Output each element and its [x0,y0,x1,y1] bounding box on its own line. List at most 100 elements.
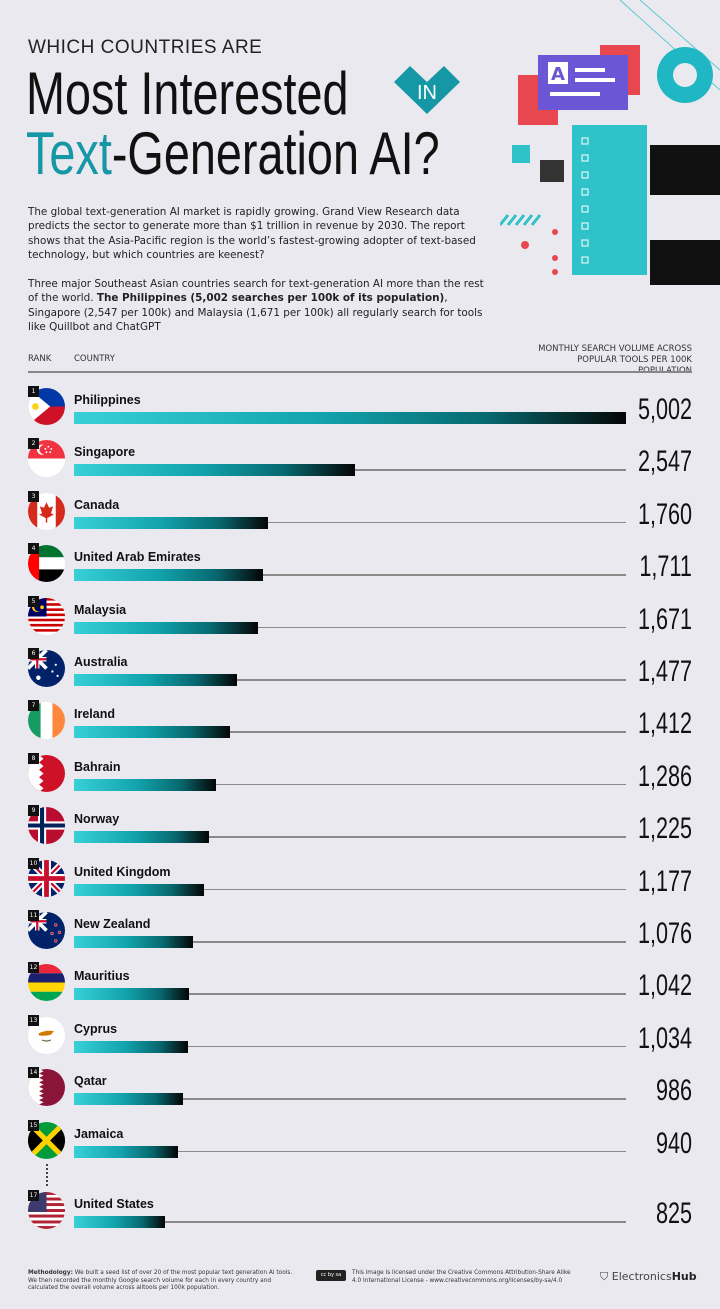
bar [74,778,216,791]
title-rest: -Generation AI? [111,120,440,187]
flag-mauritius-icon [28,964,65,1002]
rank-badge: 5 [28,595,39,607]
value-label: 825 [655,1197,692,1230]
chart-row: 8 Bahrain 1,286 [0,750,720,802]
chart-row: 13 Cyprus 1,034 [0,1012,720,1064]
chart-row: 2 Singapore 2,547 [0,435,720,487]
flag-new-zealand-icon [28,912,65,949]
title-line-2: Text-Generation AI? [26,124,440,184]
value-label: 1,076 [637,917,692,950]
value-label: 1,225 [637,812,692,846]
bar [74,1145,178,1158]
bar [74,674,237,686]
electronicshub-logo: ⛉ ElectronicsHub [600,1270,697,1283]
bar [74,883,204,896]
bar [74,621,258,634]
value-label: 1,711 [639,550,692,584]
rank-badge: 13 [28,1014,39,1026]
logo-text-b: Hub [671,1270,697,1283]
column-header-rank: RANK [28,354,52,364]
bar-track [74,836,626,838]
footer: Methodology: We built a seed list of ove… [0,1262,720,1309]
rank-badge: 7 [28,700,39,712]
country-name: Qatar [74,1074,107,1089]
value-label: 2,547 [637,445,692,479]
chart-row: 12 Mauritius 1,042 [0,959,720,1011]
value-label: 986 [655,1074,692,1108]
badge-text: IN [417,82,437,104]
rank-badge: 10 [28,857,39,869]
rank-badge: 4 [28,543,39,555]
rank-badge: 9 [28,805,39,817]
value-label: 1,034 [637,1021,692,1055]
logo-text-a: Electronics [611,1270,672,1283]
in-heart-badge: IN [394,64,460,116]
intro-p2-bold: The Philippines (5,002 searches per 100k… [96,292,445,305]
intro-paragraph-2: Three major Southeast Asian countries se… [28,277,488,334]
rank-badge: 8 [28,752,39,764]
chart-row: 14 Qatar 986 [0,1064,720,1116]
value-label: 1,760 [637,497,692,531]
country-name: Australia [74,655,128,669]
value-label: 5,002 [637,393,692,426]
bar-track [74,888,626,891]
rank-badge: 15 [28,1119,39,1131]
country-name: United Kingdom [74,864,171,879]
methodology-body: We built a seed list of over 20 of the m… [28,1270,293,1291]
title-teal: Text [26,120,112,187]
value-label: 1,286 [637,759,692,793]
bar [74,516,268,529]
country-name: Singapore [74,445,136,460]
country-name: Cyprus [74,1021,118,1036]
license-text: This image is licensed under the Creativ… [352,1270,571,1284]
value-label: 1,477 [637,655,692,688]
bar [74,569,263,582]
chart-row: 7 Ireland 1,412 [0,697,720,749]
rank-badge: 2 [28,438,39,450]
flag-bahrain-icon [28,754,65,792]
bar-track [74,574,626,576]
bar-track [74,626,626,629]
bar-track [74,993,626,995]
bar-track [74,1045,626,1048]
bar-track [74,521,626,524]
chart-row: 6 Australia 1,477 [0,645,720,697]
bar-track [74,679,626,681]
methodology-label: Methodology: [28,1270,73,1276]
country-name: Canada [74,497,120,512]
country-name: United Arab Emirates [74,550,201,565]
bar [74,1093,183,1106]
svg-text:A: A [551,64,565,85]
bar-track [74,1098,626,1100]
title-line-1: Most Interested [26,60,349,127]
bar [74,412,626,424]
column-header-country: COUNTRY [74,354,115,364]
chart-row: 5 Malaysia 1,671 [0,593,720,645]
bar [74,1040,188,1053]
bar-track [74,1221,626,1223]
flag-philippines-icon [28,388,65,425]
methodology-text: Methodology: We built a seed list of ove… [28,1270,298,1293]
intro-paragraph-1: The global text-generation AI market is … [28,206,476,261]
bar [74,726,230,739]
country-name: Philippines [74,393,141,407]
chart-row: 15 Jamaica 940 [0,1117,720,1169]
value-label: 1,671 [637,602,692,636]
chart-row: 11 New Zealand 1,076 [0,907,720,959]
bar [74,1216,165,1228]
bar [74,464,355,477]
country-name: United States [74,1197,154,1211]
chart-row: 9 Norway 1,225 [0,802,720,854]
chart-row: 1 Philippines 5,002 [0,383,720,435]
rank-badge: 11 [28,910,39,921]
rank-badge: 1 [28,386,39,397]
intro-p2-a: Three major Southeast Asian countries se… [28,278,484,305]
country-name: Jamaica [74,1126,124,1141]
country-name: New Zealand [74,917,151,931]
rank-gap-dots [46,1164,48,1186]
value-label: 1,177 [637,864,692,898]
country-name: Malaysia [74,602,127,617]
chart-row: 17 United States 825 [0,1187,720,1239]
value-label: 1,042 [637,969,692,1003]
bar-track [74,1150,626,1153]
